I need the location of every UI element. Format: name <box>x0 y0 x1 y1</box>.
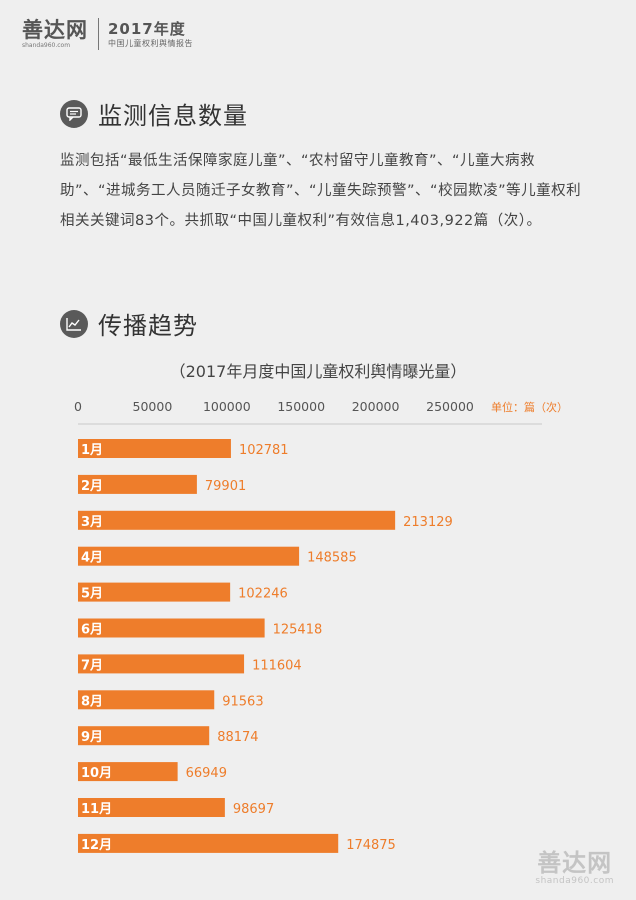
x-tick-label: 250000 <box>426 399 474 414</box>
bar-category-label: 6月 <box>81 623 103 638</box>
bar-8 <box>78 690 215 710</box>
bar-value-label: 148585 <box>307 551 357 566</box>
bar-category-label: 2月 <box>81 479 103 494</box>
x-tick-label: 150000 <box>277 399 325 414</box>
watermark: 善达网 shanda960.com <box>535 850 614 886</box>
bar-value-label: 91563 <box>222 694 263 709</box>
bar-value-label: 98697 <box>233 802 274 817</box>
section-trend-header: 传播趋势 <box>60 306 198 341</box>
bar-category-label: 1月 <box>81 443 103 458</box>
unit-label: 单位：篇（次） <box>491 401 568 414</box>
watermark-url: shanda960.com <box>535 876 614 886</box>
section-monitoring-header: 监测信息数量 <box>60 96 248 131</box>
x-tick-label: 200000 <box>352 399 400 414</box>
bar-value-label: 213129 <box>403 515 453 530</box>
bar-category-label: 5月 <box>81 587 103 602</box>
x-tick-label: 0 <box>74 399 82 414</box>
bar-category-label: 8月 <box>81 694 103 709</box>
bar-value-label: 102246 <box>238 587 288 602</box>
bar-category-label: 3月 <box>81 515 103 530</box>
bar-11 <box>78 798 225 817</box>
x-tick-label: 50000 <box>133 399 173 414</box>
chat-bubble-icon <box>60 99 88 128</box>
report-year: 2017年度 <box>108 19 186 38</box>
bar-category-label: 12月 <box>81 838 112 853</box>
header-divider <box>98 18 99 50</box>
bar-1 <box>78 439 231 458</box>
chart-title: （2017年月度中国儿童权利舆情曝光量） <box>169 362 467 381</box>
bar-value-label: 125418 <box>273 623 323 638</box>
x-tick-label: 100000 <box>203 399 251 414</box>
bar-category-label: 11月 <box>81 802 112 817</box>
bar-category-label: 4月 <box>81 551 103 566</box>
logo-text: 善达网 <box>22 18 88 42</box>
report-subtitle: 中国儿童权利舆情报告 <box>108 38 193 48</box>
bar-category-label: 9月 <box>81 730 103 745</box>
bar-2 <box>78 474 197 494</box>
bar-value-label: 174875 <box>346 838 396 853</box>
bar-3 <box>78 510 396 530</box>
report-title-block: 2017年度 中国儿童权利舆情报告 <box>108 20 193 49</box>
bar-12 <box>78 833 339 853</box>
bar-9 <box>78 726 210 746</box>
bar-10 <box>78 762 178 782</box>
bar-category-label: 10月 <box>81 766 112 781</box>
trend-chart-icon <box>60 309 88 338</box>
bar-value-label: 111604 <box>252 658 302 673</box>
section-title: 监测信息数量 <box>98 102 248 130</box>
bar-7 <box>78 654 245 674</box>
section-title: 传播趋势 <box>98 312 198 340</box>
bar-value-label: 79901 <box>205 479 246 494</box>
watermark-logo: 善达网 <box>537 849 613 877</box>
bar-5 <box>78 582 231 602</box>
bar-category-label: 7月 <box>81 658 103 673</box>
logo-url: shanda960.com <box>22 42 71 49</box>
bar-6 <box>78 618 265 638</box>
monitoring-paragraph: 监测包括“最低生活保障家庭儿童”、“农村留守儿童教育”、“儿童大病救助”、“进城… <box>60 153 582 229</box>
bar-4 <box>78 546 300 566</box>
report-header: 善达网 shanda960.com 2017年度 中国儿童权利舆情报告 <box>22 14 193 54</box>
brand-logo: 善达网 shanda960.com <box>22 19 88 49</box>
bar-value-label: 88174 <box>217 730 258 745</box>
bar-value-label: 102781 <box>239 443 289 458</box>
bar-value-label: 66949 <box>186 766 227 781</box>
